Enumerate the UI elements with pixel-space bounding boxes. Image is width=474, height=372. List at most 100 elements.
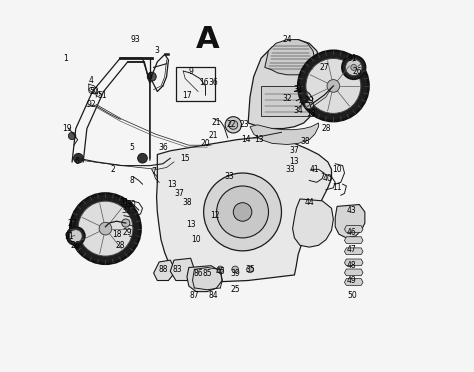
Circle shape — [204, 173, 282, 251]
Text: 2: 2 — [110, 165, 115, 174]
Circle shape — [298, 51, 369, 121]
Text: 33: 33 — [286, 165, 296, 174]
Polygon shape — [170, 258, 194, 280]
Circle shape — [305, 100, 314, 109]
Circle shape — [346, 59, 362, 76]
Polygon shape — [345, 237, 363, 243]
Polygon shape — [187, 266, 222, 292]
Polygon shape — [345, 279, 363, 285]
Polygon shape — [345, 248, 363, 254]
Text: 93: 93 — [130, 35, 140, 44]
Text: 27: 27 — [319, 63, 329, 72]
Text: 19: 19 — [63, 124, 72, 133]
Text: 86: 86 — [193, 269, 203, 278]
Circle shape — [73, 153, 83, 163]
Circle shape — [306, 58, 361, 113]
Circle shape — [225, 117, 241, 133]
Text: 8: 8 — [129, 176, 134, 185]
Text: 31: 31 — [119, 198, 129, 207]
Text: 31: 31 — [293, 85, 303, 94]
Text: 38: 38 — [182, 198, 192, 207]
Circle shape — [233, 203, 252, 221]
Text: 84: 84 — [208, 291, 218, 300]
Polygon shape — [248, 39, 322, 129]
Text: 25: 25 — [230, 285, 240, 294]
Circle shape — [68, 132, 76, 140]
Text: 41: 41 — [310, 165, 319, 174]
Text: 29: 29 — [304, 96, 314, 105]
Circle shape — [70, 193, 141, 264]
Polygon shape — [156, 138, 331, 282]
Text: 43: 43 — [347, 206, 357, 215]
Text: 45: 45 — [216, 267, 225, 276]
Text: 20: 20 — [201, 139, 210, 148]
Text: 35: 35 — [245, 265, 255, 274]
Circle shape — [147, 72, 156, 81]
Text: 18: 18 — [112, 230, 121, 239]
Text: 83: 83 — [173, 265, 182, 274]
Text: 22: 22 — [227, 121, 236, 129]
Text: 36: 36 — [208, 78, 218, 87]
Text: 28: 28 — [321, 124, 331, 133]
Polygon shape — [335, 205, 365, 238]
Text: 87: 87 — [190, 291, 199, 300]
Text: 27: 27 — [67, 219, 77, 228]
Circle shape — [342, 55, 365, 79]
Circle shape — [232, 266, 238, 273]
Text: 15: 15 — [180, 154, 190, 163]
Text: 26: 26 — [353, 67, 362, 76]
Text: 18: 18 — [306, 109, 316, 118]
Text: 28: 28 — [116, 241, 125, 250]
Text: 23: 23 — [239, 121, 249, 129]
Text: 50: 50 — [347, 291, 357, 300]
Polygon shape — [250, 123, 319, 144]
Circle shape — [122, 219, 130, 227]
Circle shape — [217, 186, 268, 238]
Text: 3: 3 — [155, 46, 160, 55]
Text: 1: 1 — [64, 54, 68, 62]
Text: 92: 92 — [87, 100, 97, 109]
Text: 21: 21 — [212, 119, 221, 128]
Circle shape — [99, 222, 112, 235]
Text: 44: 44 — [304, 198, 314, 207]
Circle shape — [351, 64, 357, 70]
Text: 17: 17 — [182, 91, 192, 100]
Text: 16: 16 — [199, 78, 209, 87]
Polygon shape — [265, 39, 315, 75]
Text: 11: 11 — [332, 183, 342, 192]
Text: 37: 37 — [290, 146, 299, 155]
Circle shape — [89, 87, 95, 93]
Text: 40: 40 — [323, 174, 333, 183]
Text: 6: 6 — [147, 72, 152, 81]
Text: 13: 13 — [167, 180, 177, 189]
Text: 85: 85 — [202, 269, 212, 278]
Text: 47: 47 — [347, 244, 357, 253]
Text: 33: 33 — [225, 172, 235, 181]
Text: 12: 12 — [210, 211, 219, 220]
Polygon shape — [345, 259, 363, 266]
Circle shape — [137, 153, 147, 163]
Text: 26: 26 — [71, 241, 81, 250]
Text: 24: 24 — [282, 35, 292, 44]
Circle shape — [217, 266, 224, 273]
Text: 88: 88 — [158, 265, 168, 274]
Text: 39: 39 — [230, 269, 240, 278]
Text: 34: 34 — [293, 106, 303, 115]
Text: 37: 37 — [175, 189, 184, 198]
Text: 32: 32 — [282, 94, 292, 103]
Circle shape — [246, 266, 253, 273]
Circle shape — [70, 230, 82, 242]
Text: 14: 14 — [241, 135, 251, 144]
Text: 38: 38 — [301, 137, 310, 146]
Text: 51: 51 — [97, 91, 107, 100]
Text: 29: 29 — [123, 228, 132, 237]
Text: 4: 4 — [88, 76, 93, 85]
Text: 91: 91 — [347, 54, 357, 62]
Text: 32: 32 — [121, 206, 131, 215]
Circle shape — [96, 92, 100, 96]
Circle shape — [78, 201, 133, 256]
Text: 6: 6 — [74, 157, 79, 166]
Text: 30: 30 — [127, 200, 136, 209]
Text: 10: 10 — [191, 235, 201, 244]
Text: 9: 9 — [188, 67, 193, 76]
